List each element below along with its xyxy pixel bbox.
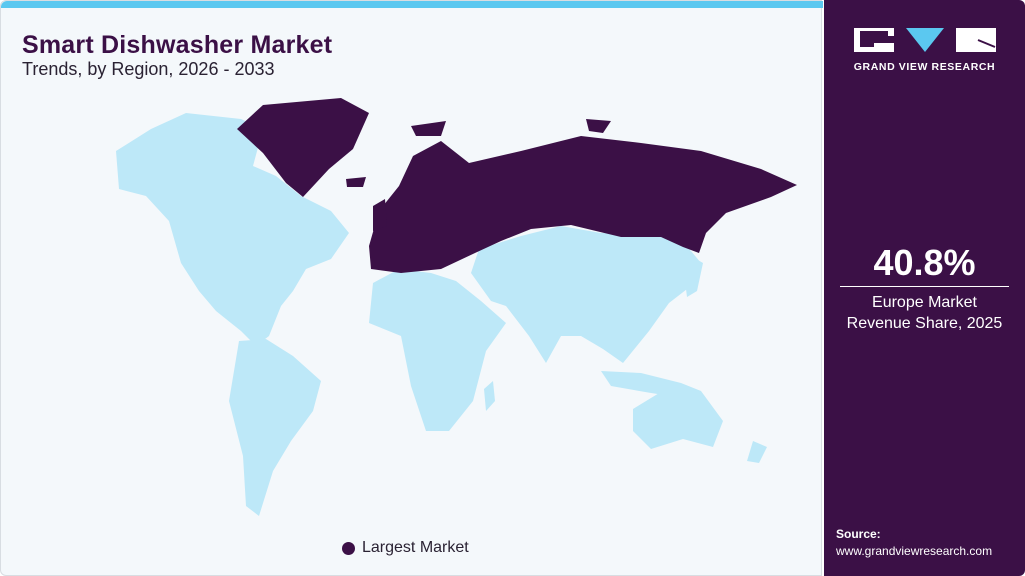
page-title: Smart Dishwasher Market [22,31,333,59]
source: Source: www.grandviewresearch.com [836,526,992,560]
largest-market-swatch [342,541,355,555]
divider [840,286,1009,287]
region-iceland [346,177,366,187]
chart-panel: Smart Dishwasher Market Trends, by Regio… [0,0,823,576]
region-europe-russia [369,136,797,273]
stat-label-line2: Revenue Share, 2025 [846,315,1003,332]
region-africa [369,269,506,431]
region-japan [685,256,703,297]
page-subtitle: Trends, by Region, 2026 - 2033 [22,59,275,79]
sidebar: GRAND VIEW RESEARCH 40.8% Europe Market … [824,0,1025,576]
stat-label-line1: Europe Market [872,294,977,311]
region-svalbard [586,119,611,133]
region-australia [633,387,723,449]
region-madagascar [484,381,495,411]
world-map [116,98,797,516]
source-label: Source: [836,527,881,541]
legend-label: Largest Market [362,539,469,556]
accent-bar [1,1,823,8]
region-north-america [116,113,349,346]
map-legend: Largest Market [342,539,469,557]
stat-label: Europe Market Revenue Share, 2025 [824,292,1025,334]
grand-view-research-logo [854,28,996,52]
source-link[interactable]: www.grandviewresearch.com [836,544,993,558]
stat-value: 40.8% [873,242,976,283]
region-asia [471,226,701,363]
region-new-zealand [747,441,767,463]
logo-text: GRAND VIEW RESEARCH [853,61,996,73]
region-south-america [229,339,321,516]
region-greenland [237,98,369,197]
region-uk [373,199,387,231]
region-arctic-islands [411,121,446,136]
